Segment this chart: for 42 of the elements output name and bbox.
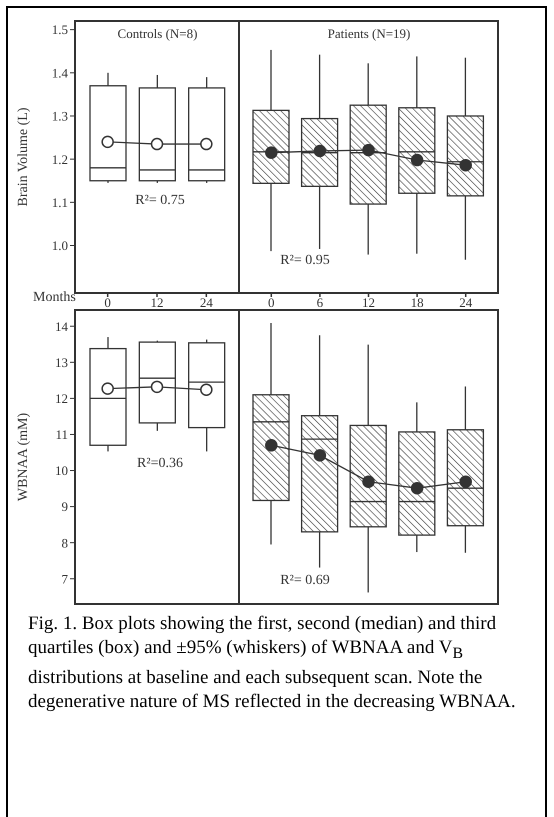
point <box>265 146 278 159</box>
point <box>459 158 472 172</box>
y-tick-label: 13 <box>55 354 68 370</box>
x-tick-label: 0 <box>104 295 111 310</box>
y-tick-label: 1.3 <box>52 108 68 124</box>
x-tick-label: 12 <box>362 295 375 310</box>
chart-title: Controls (N=8) <box>116 26 198 42</box>
x-tick-label: 12 <box>150 295 164 310</box>
y-tick-label: 1.1 <box>52 194 68 210</box>
point <box>459 475 472 488</box>
y-tick-label: 14 <box>55 318 68 334</box>
x-tick-label: 6 <box>316 295 324 310</box>
point <box>410 482 424 494</box>
x-axis-title: Months <box>33 290 76 306</box>
x-tick-label: 24 <box>459 295 473 310</box>
y-tick-label: 8 <box>62 535 68 550</box>
y-tick-label: 11 <box>55 427 68 442</box>
annotation: R²= 0.75 <box>134 193 186 209</box>
annotation: R²=0.36 <box>136 456 184 472</box>
y-axis-title: WBNAA (mM) <box>16 412 31 502</box>
annotation: R²= 0.95 <box>279 253 331 269</box>
y-tick-label: 9 <box>62 499 68 514</box>
y-tick-label: 1.0 <box>52 238 68 254</box>
point <box>362 475 375 488</box>
y-tick-label: 1.2 <box>52 152 68 167</box>
x-tick-label: 18 <box>410 295 424 310</box>
annotation: R²= 0.69 <box>279 573 331 589</box>
y-tick-label: 10 <box>55 463 68 478</box>
point <box>314 144 326 158</box>
x-tick-label: 0 <box>268 295 275 310</box>
y-tick-label: 12 <box>55 390 68 406</box>
point <box>362 144 375 156</box>
y-axis-title: Brain Volume (L) <box>16 107 31 207</box>
y-tick-label: 1.5 <box>52 22 68 38</box>
x-tick-label: 24 <box>200 295 214 310</box>
point <box>314 449 326 462</box>
chart-title: Patients (N=19) <box>326 26 412 42</box>
y-tick-label: 7 <box>62 571 68 586</box>
point <box>265 439 278 452</box>
caption: Fig. 1. Box plots showing the first, second (median) and third quartiles (box) and ±95% (whiskers) of WBNAA and V$_{B}$ distributions at baseline and each subsequent scan. Note the degenerative nature of MS reflected in the decreasing WBNAA. <box>28 612 517 714</box>
y-tick-label: 1.4 <box>52 65 68 80</box>
point <box>410 154 424 166</box>
